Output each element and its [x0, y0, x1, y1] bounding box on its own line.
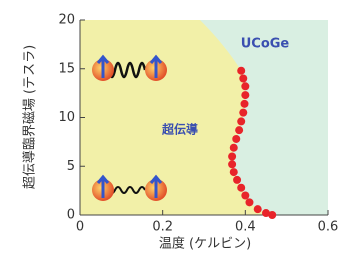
chart: UCoGe 超伝導 温度 (ケルビン) 超伝導臨界磁場 (テスラ) 0 5 10 15…	[0, 0, 342, 256]
annotation: 超伝導	[161, 122, 198, 137]
annotation: UCoGe	[241, 37, 290, 52]
x-axis-label: 温度 (ケルビン)	[159, 236, 251, 252]
point	[232, 135, 240, 143]
x-tick-label: 0.4	[235, 220, 256, 235]
point	[230, 168, 238, 176]
x-tick-label: 0.2	[152, 220, 173, 235]
y-tick-label: 0	[67, 208, 75, 223]
point	[233, 176, 241, 184]
point	[228, 160, 236, 168]
y-tick-label: 10	[58, 110, 75, 125]
y-tick-label: 20	[58, 13, 75, 28]
point	[237, 184, 245, 192]
point	[230, 144, 238, 152]
point	[237, 117, 245, 125]
x-tick-label: 0.6	[318, 220, 339, 235]
x-tick-label: 0	[76, 220, 84, 235]
plot-area	[80, 20, 328, 215]
y-tick-label: 5	[67, 159, 75, 174]
point	[241, 91, 249, 99]
point	[241, 100, 249, 108]
point	[235, 126, 243, 134]
point	[239, 75, 247, 83]
point	[241, 82, 249, 90]
point	[245, 198, 253, 206]
point	[241, 192, 249, 200]
y-axis-label: 超伝導臨界磁場 (テスラ)	[23, 45, 38, 189]
point	[237, 67, 245, 75]
y-tick-label: 15	[58, 61, 75, 76]
point	[254, 205, 262, 213]
point	[228, 153, 236, 161]
point	[268, 211, 276, 219]
point	[239, 109, 247, 117]
